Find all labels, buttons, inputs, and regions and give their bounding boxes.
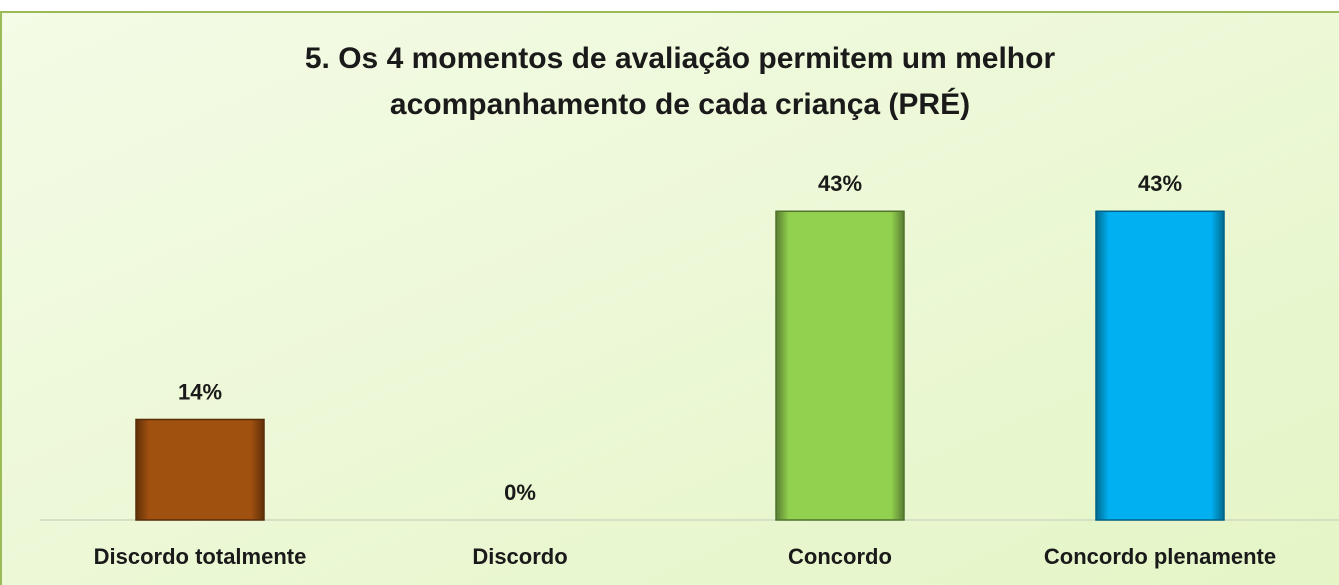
bar [135,418,265,521]
x-tick-label: Concordo plenamente [1044,544,1276,569]
chart-title: 5. Os 4 momentos de avaliação permitem u… [305,42,1056,75]
value-label: 14% [178,379,222,404]
bar [1095,210,1225,521]
value-label: 43% [818,171,862,196]
value-label: 43% [1138,171,1182,196]
x-tick-label: Discordo [472,544,567,569]
bar [775,210,905,521]
x-tick-label: Concordo [788,544,892,569]
value-label: 0% [504,480,536,505]
x-tick-label: Discordo totalmente [94,544,307,569]
chart-title: acompanhamento de cada criança (PRÉ) [390,87,970,121]
